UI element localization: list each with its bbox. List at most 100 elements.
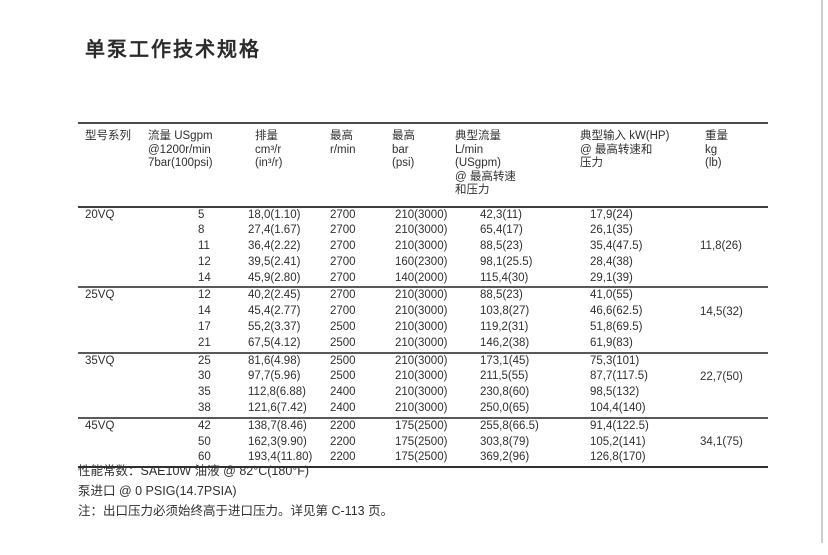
typical-flow-cell: 146,2(38) [480,336,530,349]
flow-cell: 60 [198,451,211,464]
typical-flow-cell: 88,5(23) [480,240,523,253]
column-header-model-series: 型号系列 [78,123,143,208]
max-speed-cell: 2500 [330,321,356,334]
column-header-displacement: 排量 cm³/r (in³/r) [243,123,330,208]
note-performance-constants: 性能常数：SAE10W 油液 @ 82°C(180°F) [78,464,310,478]
typical-input-cell: 104,4(140) [590,402,646,415]
max-speed-cell: 2200 [330,435,356,448]
displacement-cell: 138,7(8.46) [243,416,330,435]
column-header-flow: 流量 USgpm @1200r/min 7bar(100psi) [143,123,243,208]
weight-cell: 14,5(32) [700,286,768,353]
displacement-cell: 39,5(2.41) [248,255,301,268]
max-pressure-cell: 210(3000) [395,386,448,399]
max-speed-cell: 2700 [330,255,356,268]
model-series-cell: 25VQ [78,286,143,353]
max-speed-cell: 2200 [330,416,392,435]
flow-cell: 30 [198,370,211,383]
table-row: 17 55,2(3.37) 2500 210(3000) 119,2(31) 5… [78,320,768,336]
flow-cell: 50 [198,435,211,448]
displacement-cell: 36,4(2.22) [248,240,301,253]
column-header-typical-input: 典型输入 kW(HP) @ 最高转速和 压力 [580,123,700,208]
weight-cell: 22,7(50) [700,351,768,418]
weight-cell: 34,1(75) [700,416,768,468]
typical-input-cell: 75,3(101) [580,351,700,370]
typical-flow-cell: 250,0(65) [480,402,530,415]
max-pressure-cell: 210(3000) [395,321,448,334]
table-row: 20VQ 5 18,0(1.10) 2700 210(3000) 42,3(11… [78,205,768,288]
max-pressure-cell: 210(3000) [395,370,448,383]
displacement-cell: 18,0(1.10) [243,205,330,224]
table-row: 11 36,4(2.22) 2700 210(3000) 88,5(23) 35… [78,239,768,255]
flow-cell: 5 [143,205,243,224]
flow-cell: 35 [198,386,211,399]
displacement-cell: 67,5(4.12) [248,336,301,349]
typical-input-cell: 126,8(170) [590,451,646,464]
typical-input-cell: 51,8(69.5) [590,321,643,334]
typical-input-cell: 46,6(62.5) [590,305,643,318]
flow-cell: 12 [143,286,243,305]
max-speed-cell: 2700 [330,305,356,318]
max-pressure-cell: 140(2000) [395,271,448,284]
table-row: 21 67,5(4.12) 2500 210(3000) 146,2(38) 6… [78,336,768,353]
pump-spec-table: 型号系列 流量 USgpm @1200r/min 7bar(100psi) 排量 cm… [78,122,768,469]
max-speed-cell: 2700 [330,205,392,224]
displacement-cell: 40,2(2.45) [243,286,330,305]
column-header-max-speed: 最高 r/min [330,123,392,208]
typical-flow-cell: 119,2(31) [480,321,529,334]
max-pressure-cell: 175(2500) [395,451,448,464]
typical-input-cell: 35,4(47.5) [590,240,643,253]
table-row: 14 45,9(2.80) 2700 140(2000) 115,4(30) 2… [78,271,768,288]
flow-cell: 14 [198,271,211,284]
typical-input-cell: 105,2(141) [590,435,646,448]
page-edge-line [821,0,823,543]
typical-flow-cell: 230,8(60) [480,386,530,399]
column-header-max-pressure: 最高 bar (psi) [392,123,455,208]
table-row: 38 121,6(7.42) 2400 210(3000) 250,0(65) … [78,401,768,418]
max-speed-cell: 2400 [330,402,356,415]
table-row: 14 45,4(2.77) 2700 210(3000) 103,8(27) 4… [78,304,768,320]
typical-flow-cell: 65,4(17) [480,224,523,237]
model-series-cell: 45VQ [78,416,143,468]
max-speed-cell: 2500 [330,351,392,370]
max-pressure-cell: 210(3000) [392,351,455,370]
model-series-cell: 35VQ [78,351,143,418]
max-speed-cell: 2500 [330,370,356,383]
header-row: 型号系列 流量 USgpm @1200r/min 7bar(100psi) 排量 cm… [78,123,768,208]
max-pressure-cell: 210(3000) [395,240,448,253]
typical-input-cell: 41,0(55) [580,286,700,305]
table-row: 8 27,4(1.67) 2700 210(3000) 65,4(17) 26,… [78,223,768,239]
column-header-weight: 重量 kg (lb) [700,123,768,208]
typical-flow-cell: 211,5(55) [480,370,529,383]
max-pressure-cell: 160(2300) [395,255,448,268]
max-speed-cell: 2700 [330,271,356,284]
flow-cell: 11 [198,240,210,253]
typical-flow-cell: 98,1(25.5) [480,255,533,268]
displacement-cell: 162,3(9.90) [248,435,307,448]
typical-input-cell: 98,5(132) [590,386,640,399]
weight-cell: 11,8(26) [700,205,768,288]
typical-input-cell: 61,9(83) [590,336,633,349]
typical-flow-cell: 115,4(30) [480,271,529,284]
flow-cell: 42 [143,416,243,435]
max-speed-cell: 2700 [330,224,356,237]
max-speed-cell: 2700 [330,286,392,305]
typical-flow-cell: 369,2(96) [480,451,530,464]
footer-notes: 性能常数：SAE10W 油液 @ 82°C(180°F) 泵进口 @ 0 PSI… [78,461,393,521]
table-row: 50 162,3(9.90) 2200 175(2500) 303,8(79) … [78,435,768,451]
typical-input-cell: 26,1(35) [590,224,633,237]
typical-flow-cell: 88,5(23) [455,286,580,305]
max-speed-cell: 2700 [330,240,356,253]
flow-cell: 12 [198,255,211,268]
page-title: 单泵工作技术规格 [85,39,261,61]
column-header-typical-flow: 典型流量 L/min (USgpm) @ 最高转速 和压力 [455,123,580,208]
typical-flow-cell: 42,3(11) [455,205,580,224]
max-speed-cell: 2400 [330,386,356,399]
table-row: 45VQ 42 138,7(8.46) 2200 175(2500) 255,8… [78,416,768,468]
flow-cell: 14 [198,305,211,318]
note-outlet-pressure: 注：出口压力必须始终高于进口压力。详见第 C-113 页。 [78,504,394,518]
displacement-cell: 45,4(2.77) [248,305,301,318]
max-pressure-cell: 210(3000) [392,286,455,305]
table-row: 60 193,4(11.80) 2200 175(2500) 369,2(96)… [78,450,768,467]
typical-input-cell: 17,9(24) [580,205,700,224]
displacement-cell: 193,4(11.80) [248,451,313,464]
